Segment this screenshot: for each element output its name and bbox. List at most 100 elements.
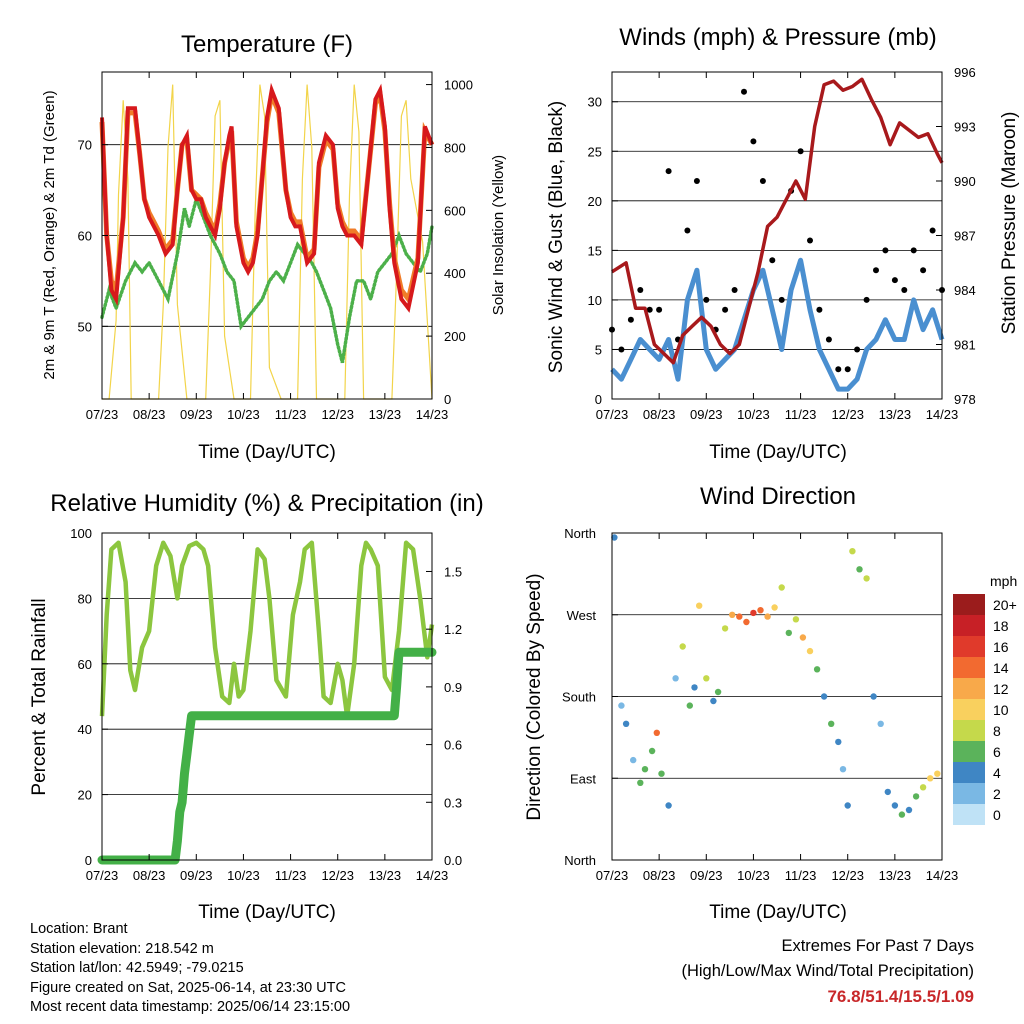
gust-point: [665, 168, 672, 175]
gust-point: [731, 287, 738, 293]
gust-point: [891, 277, 898, 284]
direction-point: [856, 566, 863, 573]
y2-tick-label: 200: [444, 329, 466, 344]
temperature-ylabel: 2m & 9m T (Red, Orange) & 2m Td (Green): [41, 90, 58, 379]
direction-point: [828, 720, 835, 727]
y2-tick-label: 978: [954, 392, 976, 407]
y-tick-label: 30: [588, 95, 602, 110]
station-elevation: Station elevation: 218.542 m: [30, 940, 214, 957]
humidity-line: [99, 540, 435, 719]
gust-point: [637, 287, 644, 293]
gust-point: [835, 366, 842, 373]
t2m-line: [100, 82, 434, 313]
direction-point: [665, 802, 672, 809]
direction-tick-label: North: [564, 526, 596, 541]
direction-point: [792, 616, 800, 623]
y-tick-label: 0: [595, 392, 602, 407]
y2-tick-label: 981: [954, 338, 976, 353]
x-tick-label: 07/23: [86, 868, 119, 883]
gust-point: [769, 257, 776, 264]
direction-point: [919, 784, 927, 791]
y2-tick-label: 0.6: [444, 738, 462, 753]
direction-point: [785, 629, 792, 637]
legend-swatch: [953, 762, 985, 783]
direction-point: [870, 693, 877, 700]
direction-point: [927, 775, 934, 782]
gust-point: [807, 237, 813, 244]
legend-swatch: [953, 636, 985, 657]
x-tick-label: 10/23: [737, 868, 770, 883]
y-tick-label: 80: [78, 591, 92, 606]
direction-point: [934, 770, 941, 777]
direction-point: [806, 647, 814, 655]
legend-swatch: [953, 678, 985, 699]
x-tick-label: 11/23: [785, 868, 817, 883]
direction-point: [630, 756, 637, 764]
x-tick-label: 08/23: [643, 868, 676, 883]
y-tick-label: 25: [588, 144, 602, 159]
gust-point: [825, 336, 832, 343]
direction-point: [820, 693, 828, 700]
gust-point: [646, 306, 653, 313]
legend-label: 8: [993, 723, 1001, 739]
temperature-title: Temperature (F): [181, 31, 353, 58]
y2-tick-label: 993: [954, 120, 976, 135]
direction-point: [912, 793, 920, 800]
direction-point: [641, 766, 649, 773]
temperature-y2label: Solar Insolation (Yellow): [490, 155, 507, 315]
x-tick-label: 11/23: [275, 407, 307, 422]
station-latlon: Station lat/lon: 42.5949; -79.0215: [30, 960, 244, 976]
y2-tick-label: 990: [954, 174, 976, 189]
direction-point: [778, 584, 785, 591]
x-tick-label: 09/23: [690, 407, 723, 422]
direction-point: [877, 720, 884, 727]
y2-tick-label: 1.2: [444, 622, 462, 637]
y2-tick-label: 0.9: [444, 680, 462, 695]
legend-swatch: [953, 699, 985, 720]
direction-point: [898, 811, 906, 818]
legend-label: 20+: [993, 597, 1017, 613]
x-tick-label: 10/23: [227, 868, 260, 883]
dewpoint-line: [100, 193, 434, 364]
y-tick-label: 20: [78, 788, 92, 803]
direction-point: [703, 675, 710, 682]
y2-tick-label: 1000: [444, 78, 473, 93]
direction-point: [891, 802, 899, 809]
direction-point: [757, 607, 764, 614]
humidity-title: Relative Humidity (%) & Precipitation (i…: [50, 490, 483, 517]
winds-xlabel: Time (Day/UTC): [709, 442, 847, 463]
legend-swatch: [953, 615, 985, 636]
x-tick-label: 14/23: [416, 407, 449, 422]
direction-point: [736, 613, 743, 620]
x-tick-label: 14/23: [416, 868, 449, 883]
legend-swatch: [953, 783, 985, 804]
direction-point: [771, 604, 778, 611]
y2-tick-label: 400: [444, 266, 466, 281]
direction-point: [710, 697, 717, 705]
direction-point: [618, 702, 625, 709]
legend-label: 18: [993, 618, 1009, 634]
temperature-panel: 50 60 70 0 200 400 600 800 1000 07/23 08/23 09/23 10…: [41, 31, 507, 463]
legend-label: 10: [993, 702, 1009, 718]
legend-label: 12: [993, 681, 1009, 697]
winds-y2label: Station Pressure (Maroon): [999, 112, 1020, 335]
y2-tick-label: 0.3: [444, 795, 462, 810]
legend-swatch: [953, 657, 985, 678]
gust-point: [759, 178, 766, 184]
legend-swatch: [953, 720, 985, 741]
gust-point: [854, 346, 861, 353]
gust-point: [844, 366, 851, 373]
y2-tick-label: 1.5: [444, 564, 462, 579]
x-tick-label: 12/23: [321, 868, 354, 883]
legend-label: 2: [993, 786, 1001, 802]
direction-point: [622, 720, 630, 727]
recent-timestamp: Most recent data timestamp: 2025/06/14 2…: [30, 999, 351, 1015]
direction-point: [750, 609, 757, 617]
direction-point: [743, 618, 750, 626]
direction-point: [679, 643, 686, 650]
humidity-plot-frame: [101, 532, 433, 861]
y-tick-label: 60: [78, 657, 92, 672]
legend-label: 0: [993, 807, 1001, 823]
